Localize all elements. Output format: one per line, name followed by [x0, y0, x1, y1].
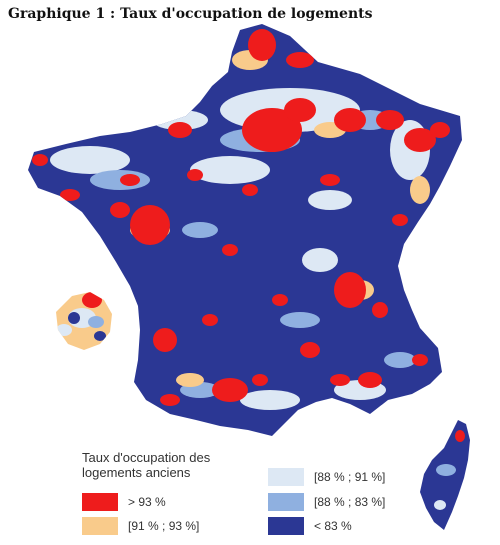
- legend-swatch: [82, 517, 118, 535]
- legend-item-very-low: < 83 %: [268, 517, 352, 535]
- map-title: Graphique 1 : Taux d'occupation de logem…: [8, 6, 373, 22]
- mainland-base: [28, 24, 462, 436]
- legend-item-high: [91 % ; 93 %]: [82, 517, 199, 535]
- corsica: [420, 420, 470, 530]
- legend-label: [91 % ; 93 %]: [128, 519, 200, 533]
- legend-item-low: [88 % ; 83 %]: [268, 493, 385, 511]
- legend-swatch: [82, 493, 118, 511]
- mainland-france: [28, 24, 462, 436]
- legend-label: < 83 %: [314, 519, 352, 533]
- legend-swatch: [268, 493, 304, 511]
- legend-swatch: [268, 517, 304, 535]
- legend-swatch: [268, 468, 304, 486]
- ile-de-france-inset: [56, 292, 112, 350]
- legend-label: [88 % ; 91 %]: [314, 470, 386, 484]
- legend-label: [88 % ; 83 %]: [314, 495, 386, 509]
- legend-title: Taux d'occupation des logements anciens: [82, 450, 211, 480]
- legend-item-very-high: > 93 %: [82, 493, 166, 511]
- legend-label: > 93 %: [128, 495, 166, 509]
- legend-item-medium: [88 % ; 91 %]: [268, 468, 385, 486]
- red-areas: [32, 29, 450, 406]
